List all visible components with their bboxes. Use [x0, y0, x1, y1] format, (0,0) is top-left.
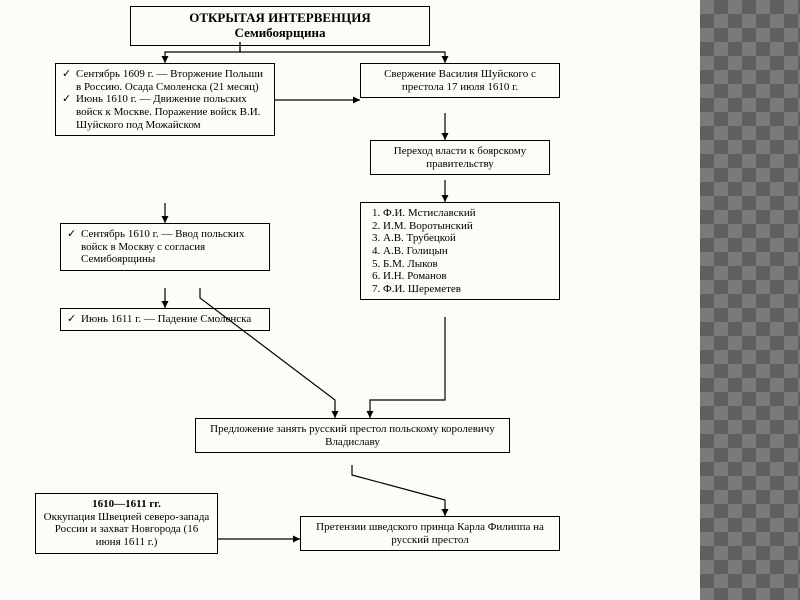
- checker-sidebar: [700, 0, 800, 600]
- node-sweden-occupation: 1610—1611 гг. Оккупация Швецией северо-з…: [35, 493, 218, 554]
- node-text: Оккупация Швецией северо-запада России и…: [44, 511, 210, 548]
- title-sub: Семибоярщина: [137, 26, 423, 41]
- node-swedish-claims: Претензии шведского принца Карла Филиппа…: [300, 516, 560, 551]
- list-item: И.М. Воротынский: [383, 220, 553, 233]
- title-box: ОТКРЫТАЯ ИНТЕРВЕНЦИЯ Семибоярщина: [130, 6, 430, 46]
- node-title: 1610—1611 гг.: [92, 498, 161, 510]
- node-power-transfer: Переход власти к боярскому правительству: [370, 140, 550, 175]
- list-item: Ф.И. Мстиславский: [383, 207, 553, 220]
- diagram-canvas: ОТКРЫТАЯ ИНТЕРВЕНЦИЯ Семибоярщина Сентяб…: [0, 0, 700, 600]
- node-text: Свержение Василия Шуйского с престола 17…: [384, 68, 536, 93]
- list-item: А.В. Голицын: [383, 245, 553, 258]
- node-text: Переход власти к боярскому правительству: [394, 145, 526, 170]
- list-item: А.В. Трубецкой: [383, 232, 553, 245]
- list-item: Б.М. Лыков: [383, 258, 553, 271]
- node-boyar-list: Ф.И. Мстиславский И.М. Воротынский А.В. …: [360, 202, 560, 300]
- list-item: Июнь 1611 г. — Падение Смоленска: [67, 313, 263, 326]
- node-moscow-entry: Сентябрь 1610 г. — Ввод польских войск в…: [60, 223, 270, 271]
- title-main: ОТКРЫТАЯ ИНТЕРВЕНЦИЯ: [189, 10, 371, 25]
- node-text: Предложение занять русский престол польс…: [210, 423, 495, 448]
- list-item: Сентябрь 1610 г. — Ввод польских войск в…: [67, 228, 263, 266]
- node-invasion-events: Сентябрь 1609 г. — Вторжение Польши в Ро…: [55, 63, 275, 136]
- list-item: Ф.И. Шереметев: [383, 283, 553, 296]
- node-shuisky-overthrow: Свержение Василия Шуйского с престола 17…: [360, 63, 560, 98]
- list-item: И.Н. Романов: [383, 270, 553, 283]
- list-item: Сентябрь 1609 г. — Вторжение Польши в Ро…: [62, 68, 268, 93]
- node-vladislav-offer: Предложение занять русский престол польс…: [195, 418, 510, 453]
- node-smolensk-fall: Июнь 1611 г. — Падение Смоленска: [60, 308, 270, 331]
- node-text: Претензии шведского принца Карла Филиппа…: [316, 521, 544, 546]
- list-item: Июнь 1610 г. — Движение польских войск к…: [62, 93, 268, 131]
